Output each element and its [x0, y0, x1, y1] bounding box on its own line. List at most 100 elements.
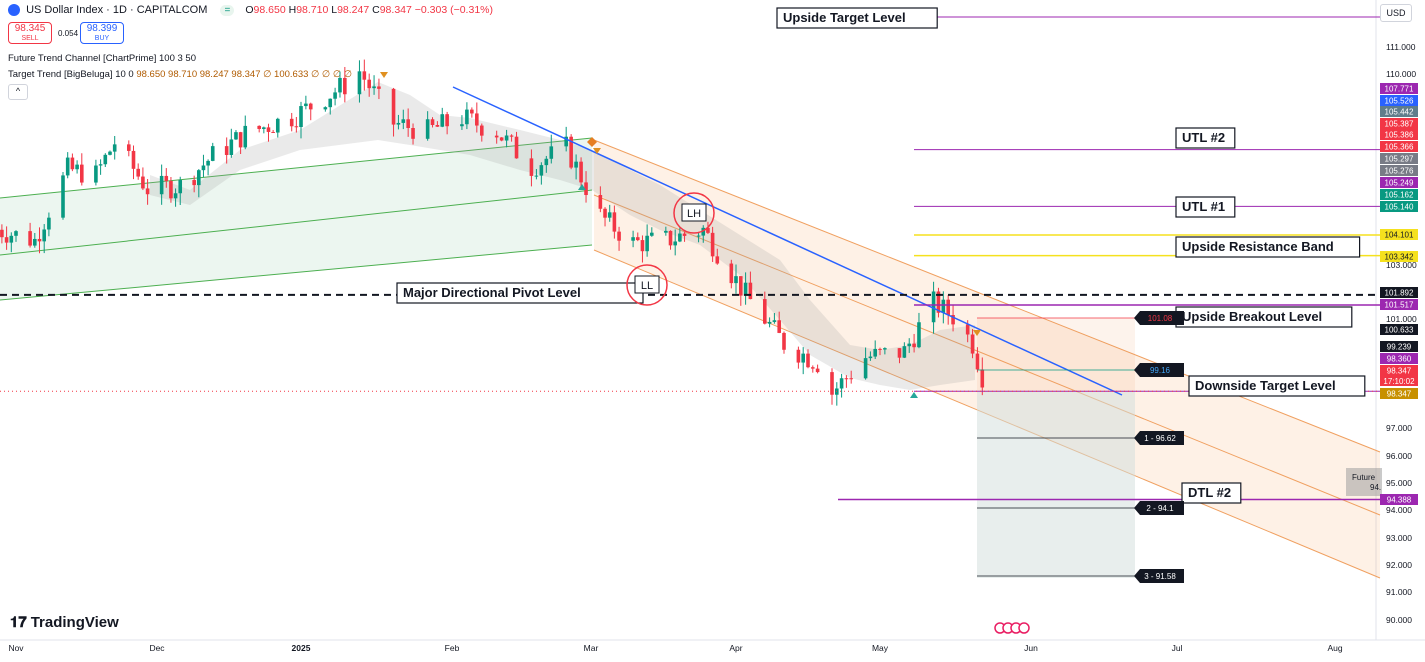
candle-body [706, 227, 710, 233]
candle-body [343, 77, 347, 95]
candle-body [539, 165, 544, 176]
y-tick-label: 96.000 [1386, 451, 1412, 461]
orange-channel-line [593, 249, 1381, 579]
price-badge-bg [1380, 141, 1418, 152]
price-badge-text: 98.347 [1387, 390, 1412, 399]
candle-body [430, 119, 435, 126]
currency-button[interactable]: USD [1380, 4, 1412, 22]
y-tick-label: 111.000 [1386, 42, 1416, 52]
upside-breakout-label-label: Upside Breakout Level [1182, 309, 1322, 324]
price-badge: 101.892 [1380, 287, 1418, 298]
dtl2-label-label: DTL #2 [1188, 485, 1231, 500]
price-badge-text: 105.526 [1385, 97, 1414, 106]
candle-body [243, 125, 248, 148]
candle-body [141, 176, 145, 189]
buy-button[interactable]: 98.399 BUY [80, 22, 124, 44]
green-channel-line [0, 137, 593, 199]
target-tag-101-shape [1134, 311, 1184, 325]
candle-body [878, 348, 882, 350]
candle-body [748, 282, 753, 300]
candle-body [98, 164, 103, 166]
target-tag-101-text: 101.08 [1148, 314, 1173, 323]
candle-body [42, 229, 46, 242]
candle-body [544, 158, 549, 166]
candle-body [579, 161, 583, 183]
candle-body [640, 240, 645, 252]
candle-body [440, 114, 445, 127]
candle-body [173, 193, 178, 199]
candle-body [970, 334, 975, 354]
candle-body [645, 235, 649, 252]
candle-body [178, 180, 183, 194]
price-badge-bg [1380, 189, 1418, 200]
price-badge-bg [1380, 341, 1418, 352]
candle-body [435, 125, 440, 127]
resistance-band-label-label: Upside Resistance Band [1182, 239, 1334, 254]
price-badge-bg [1380, 365, 1418, 376]
down-triangle-marker [380, 72, 388, 78]
price-badge: 105.276 [1380, 165, 1418, 176]
candle-body [396, 122, 401, 125]
downside-target-label-box [1188, 375, 1366, 397]
collapse-indicators-button[interactable]: ^ [8, 84, 28, 100]
candle-body [210, 146, 215, 161]
price-badge: 105.526 [1380, 95, 1418, 106]
future-box [1346, 468, 1382, 496]
candle-body [612, 212, 617, 232]
price-badge-text: 105.162 [1385, 191, 1414, 200]
price-badge: 105.366 [1380, 141, 1418, 152]
candle-body [234, 132, 238, 140]
up-triangle-marker [910, 392, 918, 398]
price-badge: 105.387 [1380, 118, 1418, 129]
candle-body [715, 256, 720, 264]
projection-box-lower [977, 392, 1135, 578]
price-badge-text: 105.249 [1385, 179, 1414, 188]
upside-breakout-label: Upside Breakout Level [1175, 306, 1353, 328]
candle-body [47, 217, 51, 230]
candle-body [9, 235, 14, 243]
dtl2-label: DTL #2 [1181, 482, 1242, 504]
pattern-text: LL [641, 280, 653, 292]
candle-body [839, 378, 844, 389]
x-tick-label: Aug [1327, 643, 1342, 653]
candle-body [229, 139, 234, 155]
indicator-future-trend-channel[interactable]: Future Trend Channel [ChartPrime] 100 3 … [8, 53, 196, 64]
orange-channel-line [593, 139, 1381, 453]
candle-body [941, 299, 946, 313]
green-channel-fill [0, 138, 592, 300]
diamond-marker [587, 137, 597, 147]
price-badge-bg [1380, 229, 1418, 240]
candle-body [445, 114, 449, 127]
target-tag-3-shape [1134, 569, 1184, 583]
symbol-title[interactable]: US Dollar Index · 1D · CAPITALCOM [26, 4, 208, 16]
candle-body [266, 127, 271, 132]
candle-body [460, 124, 464, 127]
candle-body [70, 157, 75, 170]
target-tag-2-text: 2 - 94.1 [1146, 504, 1174, 513]
sell-button[interactable]: 98.345 SELL [8, 22, 52, 44]
down-triangle-marker [973, 330, 981, 336]
future-label: Future [1352, 473, 1376, 482]
price-badge-bg [1380, 118, 1418, 129]
candle-body [806, 353, 810, 368]
candle-body [678, 233, 682, 242]
candle-body [14, 231, 18, 236]
price-badge-text: 101.517 [1385, 301, 1414, 310]
resistance-band-label: Upside Resistance Band [1175, 236, 1361, 258]
price-badge-bg [1380, 287, 1418, 298]
candle-body [815, 368, 820, 373]
price-badge-text: 99.239 [1387, 343, 1412, 352]
market-status-pill[interactable]: = [220, 5, 235, 16]
candle-body [650, 232, 654, 236]
candle-body [844, 378, 849, 380]
price-badge: 107.771 [1380, 83, 1418, 94]
candle-body [103, 154, 108, 165]
candle-body [367, 79, 371, 89]
indicator-target-trend[interactable]: Target Trend [BigBeluga] 10 0 98.650 98.… [8, 69, 353, 80]
price-badge-bg [1380, 299, 1418, 310]
utl2-label-label: UTL #2 [1182, 130, 1225, 145]
candle-body [897, 348, 902, 358]
candle-body [4, 237, 9, 243]
candle-body [917, 322, 921, 348]
